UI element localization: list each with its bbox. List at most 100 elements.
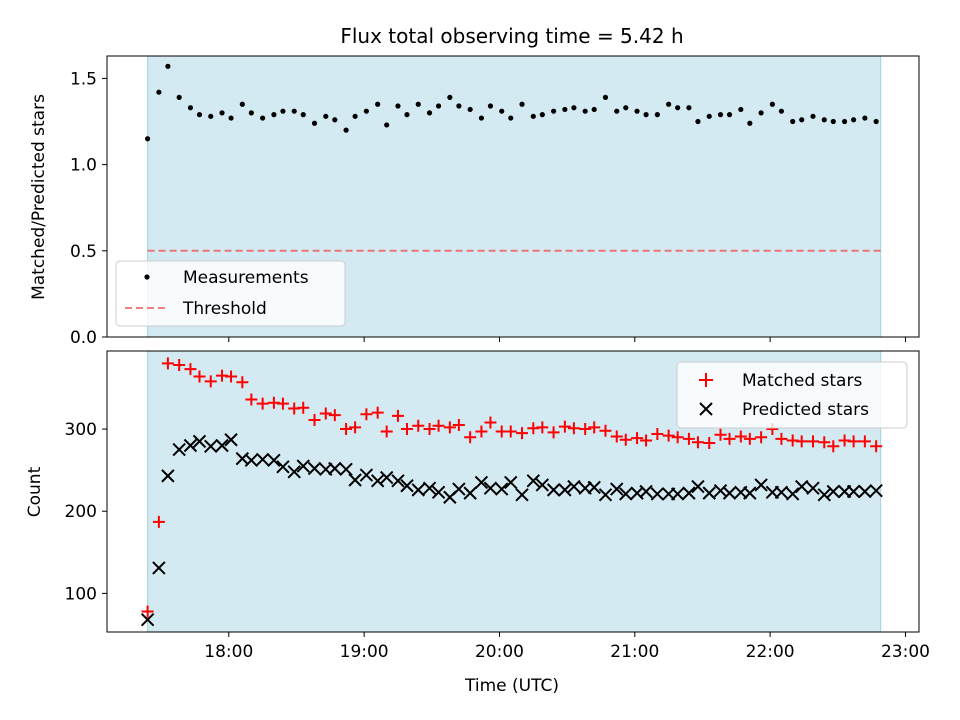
bottom-legend: Matched stars Predicted stars — [676, 361, 908, 429]
predicted-star-marker — [535, 478, 550, 492]
measurement-point — [530, 113, 536, 119]
x-tick-label: 23:00 — [881, 642, 930, 662]
measurement-point — [654, 112, 660, 118]
matched-star-marker — [141, 605, 154, 618]
predicted-star-marker — [244, 453, 259, 467]
predicted-star-marker — [370, 474, 385, 488]
measurement-point — [447, 94, 453, 100]
measurement-point — [280, 108, 286, 114]
matched-star-marker — [619, 433, 632, 446]
predicted-star-marker — [598, 488, 613, 502]
matched-star-marker — [795, 435, 808, 448]
measurement-point — [758, 110, 764, 116]
matched-star-marker — [516, 427, 529, 440]
bottom-legend-box — [676, 361, 908, 429]
matched-star-marker — [599, 424, 612, 437]
figure-title: Flux total observing time = 5.42 h — [340, 24, 683, 48]
matched-star-marker — [775, 432, 788, 445]
top-y-tick-label: 0.0 — [70, 328, 97, 348]
predicted-star-marker — [682, 486, 696, 500]
measurement-point — [571, 105, 577, 111]
measurement-point — [726, 112, 733, 118]
matched-star-marker — [640, 434, 653, 447]
measurement-point — [778, 108, 785, 114]
predicted-star-marker — [463, 486, 477, 500]
measurement-point — [634, 108, 640, 114]
measurement-point — [790, 118, 796, 125]
matched-star-marker — [847, 435, 860, 448]
predicted-star-marker — [846, 484, 861, 499]
predicted-star-marker — [691, 479, 705, 494]
matched-star-marker — [588, 421, 601, 434]
matched-star-marker — [193, 370, 206, 383]
predicted-star-marker — [587, 480, 601, 495]
top-y-axis-label: Matched/Predicted stars — [29, 94, 49, 300]
predicted-star-marker — [172, 442, 186, 457]
matched-star-marker — [360, 408, 373, 421]
measurement-point — [384, 122, 390, 128]
matched-star-marker — [806, 435, 819, 448]
predicted-star-marker — [713, 483, 728, 498]
predicted-star-marker — [869, 483, 883, 498]
predicted-star-marker — [255, 452, 270, 467]
measurement-point — [499, 108, 505, 114]
matched-star-marker — [870, 440, 883, 453]
bottom-axes-frame — [106, 350, 920, 633]
measurement-point — [508, 115, 514, 121]
measurement-point — [467, 106, 473, 113]
matched-star-marker — [340, 423, 353, 436]
matched-star-marker — [173, 358, 186, 371]
matched-star-marker — [256, 397, 269, 410]
measurement-point — [551, 108, 557, 114]
matched-star-marker — [432, 419, 445, 432]
predicted-star-marker — [754, 478, 768, 492]
bottom-y-tick-label: 200 — [65, 502, 97, 522]
measurement-point — [352, 113, 358, 119]
measurement-point — [260, 115, 266, 121]
predicted-star-marker — [795, 479, 809, 494]
measurement-point — [717, 112, 724, 118]
matched-star-marker — [651, 427, 664, 440]
predicted-star-marker — [339, 462, 353, 477]
measurement-point — [435, 103, 442, 109]
x-tick-label: 18:00 — [204, 642, 253, 662]
measurement-point — [291, 108, 297, 114]
predicted-star-marker — [504, 475, 518, 490]
predicted-star-marker — [152, 561, 166, 575]
predicted-star-marker — [515, 488, 529, 502]
measurement-point — [666, 101, 672, 107]
predicted-star-marker — [204, 439, 218, 454]
top-panel: 0.0 0.5 1.0 1.5 Matched/Predicted stars Mea… — [29, 55, 920, 348]
bottom-y-axis-label: Count — [25, 466, 45, 517]
matched-star-marker — [662, 429, 675, 442]
predicted-star-marker — [215, 438, 229, 453]
matched-star-marker — [443, 421, 456, 434]
matched-star-marker — [236, 376, 249, 389]
top-y-tick-label: 1.5 — [70, 69, 97, 89]
predicted-star-marker — [307, 461, 322, 476]
matched-star-marker — [682, 432, 695, 445]
matched-star-marker — [610, 430, 623, 443]
top-legend-box — [115, 260, 346, 327]
bottom-star-count-points — [140, 357, 883, 627]
measurement-point — [156, 89, 162, 95]
measurement-point — [478, 115, 485, 121]
measurement-point — [363, 108, 369, 114]
measurement-point — [582, 108, 588, 114]
x-axis-label: Time (UTC) — [464, 676, 559, 696]
measurement-point — [614, 108, 620, 114]
predicted-legend-marker — [699, 402, 713, 416]
matched-star-marker — [818, 436, 831, 449]
matched-star-marker — [558, 420, 571, 433]
predicted-star-marker — [391, 474, 405, 488]
measurement-point — [706, 113, 712, 119]
measurement-point — [686, 105, 692, 111]
threshold-legend-label: Threshold — [182, 299, 267, 319]
predicted-star-marker — [379, 470, 394, 485]
predicted-star-marker — [806, 481, 820, 495]
predicted-star-marker — [267, 453, 281, 467]
matched-star-marker — [380, 425, 393, 438]
matched-star-marker — [371, 406, 384, 419]
measurement-point — [219, 110, 225, 116]
predicted-star-marker — [817, 488, 831, 502]
